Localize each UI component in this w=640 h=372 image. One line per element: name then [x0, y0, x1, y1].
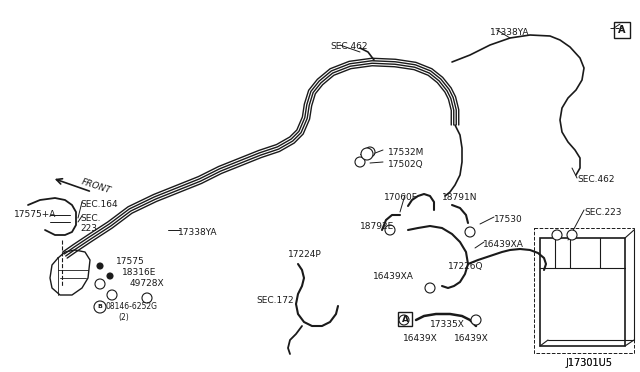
Text: 17224P: 17224P — [288, 250, 322, 259]
Text: 223: 223 — [80, 224, 97, 233]
Text: 16439XA: 16439XA — [483, 240, 524, 249]
Text: 16439X: 16439X — [454, 334, 489, 343]
Text: SEC.: SEC. — [80, 214, 100, 223]
Text: 17502Q: 17502Q — [388, 160, 424, 169]
Circle shape — [465, 227, 475, 237]
Text: 16439XA: 16439XA — [373, 272, 414, 281]
Circle shape — [385, 225, 395, 235]
Text: A: A — [618, 25, 626, 35]
Text: B: B — [97, 305, 102, 310]
Circle shape — [94, 301, 106, 313]
Circle shape — [355, 157, 365, 167]
Bar — [534, 228, 634, 353]
Text: 17060F: 17060F — [384, 193, 418, 202]
Text: J17301U5: J17301U5 — [565, 358, 612, 368]
Text: 18791N: 18791N — [442, 193, 477, 202]
Text: 17530: 17530 — [494, 215, 523, 224]
Circle shape — [142, 293, 152, 303]
Text: 49728X: 49728X — [130, 279, 164, 288]
Text: 18316E: 18316E — [122, 268, 156, 277]
Bar — [540, 238, 625, 346]
Text: 16439X: 16439X — [403, 334, 438, 343]
Circle shape — [107, 273, 113, 279]
Circle shape — [361, 148, 373, 160]
Text: 17226Q: 17226Q — [448, 262, 483, 271]
Circle shape — [97, 263, 103, 269]
Circle shape — [425, 283, 435, 293]
Text: (2): (2) — [118, 313, 129, 322]
Text: 17575: 17575 — [116, 257, 145, 266]
Text: A: A — [401, 314, 408, 324]
Circle shape — [471, 315, 481, 325]
Text: 17575+A: 17575+A — [14, 210, 56, 219]
Text: 17338YA: 17338YA — [178, 228, 218, 237]
Text: SEC.462: SEC.462 — [330, 42, 367, 51]
Circle shape — [552, 230, 562, 240]
Text: SEC.164: SEC.164 — [80, 200, 118, 209]
Circle shape — [95, 279, 105, 289]
Bar — [398, 312, 412, 326]
Text: 08146-6252G: 08146-6252G — [105, 302, 157, 311]
Text: SEC.223: SEC.223 — [584, 208, 621, 217]
Text: J17301U5: J17301U5 — [565, 358, 612, 368]
Text: SEC.462: SEC.462 — [577, 175, 614, 184]
Text: SEC.172: SEC.172 — [256, 296, 294, 305]
Text: 18792E: 18792E — [360, 222, 394, 231]
Circle shape — [365, 147, 375, 157]
Text: FRONT: FRONT — [80, 177, 112, 195]
Circle shape — [567, 230, 577, 240]
Text: 17335X: 17335X — [430, 320, 465, 329]
Text: 17338YA: 17338YA — [490, 28, 529, 37]
Text: 17532M: 17532M — [388, 148, 424, 157]
Bar — [614, 22, 630, 38]
Circle shape — [107, 290, 117, 300]
Circle shape — [399, 315, 409, 325]
